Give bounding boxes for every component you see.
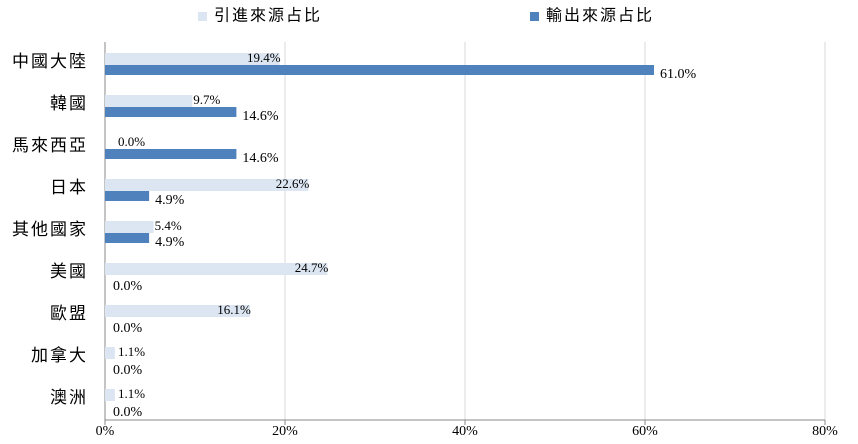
- y-tick-label: 澳洲: [50, 388, 88, 407]
- value-label: 0.0%: [118, 134, 145, 149]
- x-tick-label: 20%: [272, 424, 298, 439]
- y-tick-label: 馬來西亞: [12, 136, 88, 155]
- bar: [105, 389, 115, 401]
- value-label: 0.0%: [113, 279, 143, 294]
- bar: [105, 95, 193, 107]
- legend-swatch: [530, 12, 539, 21]
- y-tick-label: 中國大陸: [12, 52, 88, 71]
- value-label: 14.6%: [242, 151, 279, 166]
- value-label: 1.1%: [118, 344, 145, 359]
- bar: [105, 149, 237, 159]
- value-label: 0.0%: [113, 363, 143, 378]
- bar: [105, 179, 309, 191]
- value-label: 0.0%: [113, 321, 143, 336]
- legend-label: 輸出來源占比: [546, 7, 654, 25]
- value-label: 4.9%: [155, 235, 185, 250]
- bar: [105, 263, 328, 275]
- value-label: 9.7%: [193, 92, 220, 107]
- y-tick-label: 韓國: [50, 94, 88, 113]
- bar: [105, 191, 150, 201]
- y-tick-label: 美國: [50, 262, 88, 281]
- y-tick-label: 歐盟: [50, 304, 88, 323]
- value-label: 0.0%: [113, 405, 143, 420]
- y-tick-label: 其他國家: [12, 220, 88, 239]
- legend-label: 引進來源占比: [214, 7, 322, 25]
- value-label: 16.1%: [217, 302, 251, 317]
- x-tick-label: 60%: [632, 424, 658, 439]
- bar: [105, 305, 250, 317]
- value-label: 1.1%: [118, 386, 145, 401]
- bar: [105, 221, 154, 233]
- x-tick-label: 80%: [812, 424, 838, 439]
- value-label: 4.9%: [155, 193, 185, 208]
- value-label: 19.4%: [247, 50, 281, 65]
- value-label: 5.4%: [155, 218, 182, 233]
- value-label: 22.6%: [276, 176, 310, 191]
- y-tick-label: 日本: [50, 178, 88, 197]
- legend-swatch: [198, 12, 207, 21]
- bar: [105, 347, 115, 359]
- bar: [105, 65, 654, 75]
- value-label: 14.6%: [242, 109, 279, 124]
- value-label: 24.7%: [295, 260, 329, 275]
- bar: [105, 233, 150, 243]
- value-label: 61.0%: [660, 67, 697, 82]
- y-tick-label: 加拿大: [31, 345, 88, 365]
- bar: [105, 107, 237, 117]
- bar: [105, 53, 280, 65]
- x-tick-label: 0%: [96, 424, 115, 439]
- x-tick-label: 40%: [452, 424, 478, 439]
